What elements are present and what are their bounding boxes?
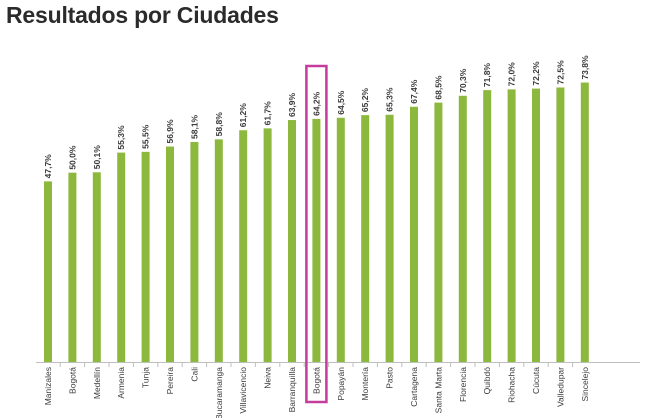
bar-7 <box>190 141 199 362</box>
bar-5 <box>141 151 150 362</box>
bar-19 <box>483 90 492 362</box>
bar-17 <box>434 102 443 362</box>
bar-12 <box>312 118 321 362</box>
value-label-17: 68,5% <box>433 75 443 100</box>
value-label-14: 65,2% <box>360 88 370 113</box>
category-label-3: Medellín <box>92 367 102 399</box>
category-label-18: Florencia <box>458 367 468 402</box>
category-label-8: Bucaramanga <box>214 367 224 418</box>
bar-21 <box>532 88 540 363</box>
bar-11 <box>288 120 296 362</box>
bar-13 <box>336 117 345 362</box>
value-label-19: 71,8% <box>482 63 492 88</box>
bar-18 <box>458 95 467 362</box>
bar-16 <box>410 106 418 363</box>
category-label-10: Neiva <box>263 367 273 389</box>
category-label-1: Manizales <box>43 367 53 405</box>
category-label-23: Sincelejo <box>580 367 590 402</box>
value-label-9: 61,2% <box>238 103 248 128</box>
value-label-10: 61,7% <box>263 101 273 126</box>
x-axis-ticks-group <box>59 362 574 367</box>
bar-14 <box>361 115 370 362</box>
page-title: Resultados por Ciudades <box>6 2 279 28</box>
value-label-7: 58,1% <box>189 114 199 139</box>
value-label-11: 63,9% <box>287 92 297 117</box>
bar-20 <box>507 89 516 363</box>
value-label-1: 47,7% <box>43 154 53 179</box>
bar-10 <box>263 128 272 362</box>
bar-1 <box>44 181 52 362</box>
value-label-18: 70,3% <box>458 68 468 93</box>
category-label-21: Cúcuta <box>531 367 541 394</box>
category-labels-group: Manizales Bogotá Medellín Armenia Tunja Perei… <box>43 367 590 418</box>
bar-23 <box>580 82 589 362</box>
category-label-4: Armenia <box>116 367 126 399</box>
category-label-15: Pasto <box>385 367 395 389</box>
value-label-12: 64,2% <box>311 91 321 116</box>
bar-8 <box>214 139 223 362</box>
value-label-13: 64,5% <box>336 90 346 115</box>
value-label-20: 72,0% <box>507 62 517 87</box>
bar-4 <box>117 152 126 362</box>
bar-3 <box>92 172 101 362</box>
value-label-4: 55,3% <box>116 125 126 150</box>
category-label-2: Bogotá <box>67 367 77 394</box>
value-label-22: 72,5% <box>555 60 565 85</box>
category-label-13: Popayán <box>336 367 346 401</box>
highlight-group <box>305 64 328 404</box>
category-label-9: Villavicencio <box>238 367 248 414</box>
category-label-12: Bogotá <box>311 367 321 394</box>
value-label-8: 58,8% <box>214 112 224 137</box>
bar-22 <box>556 87 565 362</box>
bar-6 <box>166 146 174 362</box>
highlight-box <box>305 64 328 404</box>
bars-group <box>44 82 589 363</box>
value-label-6: 56,9% <box>165 119 175 144</box>
category-label-17: Santa Marta <box>433 367 443 414</box>
value-label-3: 50,1% <box>92 145 102 170</box>
category-label-6: Pereira <box>165 367 175 395</box>
category-label-20: Riohacha <box>507 367 517 403</box>
value-labels-group: 47,7% 50,0% 50,1% 55,3% 55,5% 56,9% 58,1% 58,8%… <box>43 55 590 178</box>
value-label-21: 72,2% <box>531 61 541 86</box>
category-label-16: Cartagena <box>409 367 419 407</box>
value-label-15: 65,3% <box>385 87 395 112</box>
value-label-16: 67,4% <box>409 79 419 104</box>
category-label-7: Cali <box>189 367 199 382</box>
category-label-11: Barranquilla <box>287 367 297 413</box>
value-label-23: 73,8% <box>580 55 590 80</box>
value-label-2: 50,0% <box>67 145 77 170</box>
category-label-19: Quibdó <box>482 367 492 395</box>
bar-9 <box>239 130 248 362</box>
bar-15 <box>385 114 394 362</box>
category-label-14: Montería <box>360 367 370 401</box>
category-label-22: Valledupar <box>555 367 565 407</box>
bar-2 <box>68 172 77 362</box>
category-label-5: Tunja <box>141 367 151 388</box>
value-label-5: 55,5% <box>141 124 151 149</box>
